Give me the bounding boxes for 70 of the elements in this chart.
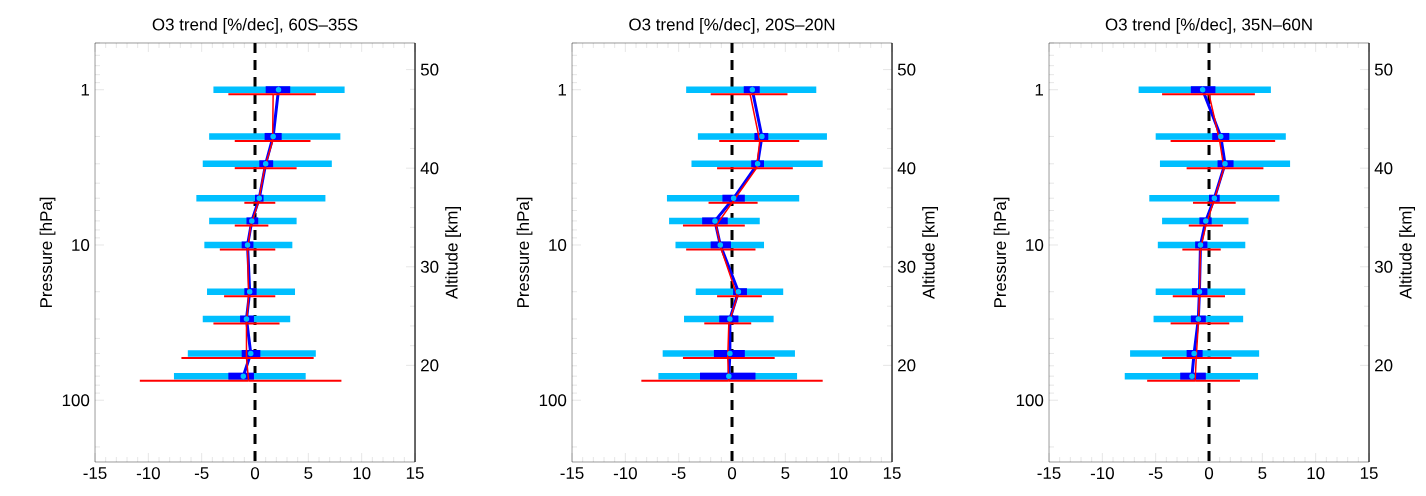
point bbox=[712, 218, 718, 224]
chart-title: O3 trend [%/dec], 60S–35S bbox=[152, 18, 358, 34]
y2-tick-label: 50 bbox=[897, 63, 916, 76]
x-tick-label: 0 bbox=[1204, 467, 1214, 480]
y-tick-label: 10 bbox=[1026, 238, 1044, 251]
point bbox=[1222, 161, 1228, 167]
x-tick-label: 15 bbox=[406, 467, 424, 479]
y-tick-label: 1 bbox=[1035, 83, 1044, 96]
x-tick-label: -15 bbox=[83, 467, 107, 479]
point bbox=[726, 373, 732, 379]
y2-tick-label: 50 bbox=[1374, 63, 1393, 76]
x-tick-label: 15 bbox=[883, 467, 901, 479]
x-tick-label: -10 bbox=[1090, 467, 1114, 480]
x-tick-label: -5 bbox=[1148, 467, 1163, 479]
x-tick-label: -10 bbox=[136, 467, 160, 480]
point bbox=[1191, 350, 1197, 357]
y2-tick-label: 30 bbox=[420, 260, 439, 273]
chart-title: O3 trend [%/dec], 20S–20N bbox=[629, 18, 835, 34]
y2-tick-label: 40 bbox=[1374, 162, 1393, 175]
y2-tick-label: 30 bbox=[1374, 260, 1393, 273]
x-tick-label: 0 bbox=[727, 467, 737, 480]
x-tick-label: -15 bbox=[560, 467, 584, 479]
y-tick-label: 1 bbox=[81, 83, 90, 96]
y2-tick-label: 50 bbox=[420, 63, 439, 76]
x-tick-label: 10 bbox=[353, 467, 371, 480]
x-tick-label: 10 bbox=[830, 467, 848, 480]
x-tick-label: -10 bbox=[613, 467, 637, 480]
point bbox=[1195, 316, 1202, 322]
point bbox=[749, 86, 756, 93]
y2-tick-label: 40 bbox=[420, 162, 439, 175]
y2-tick-label: 20 bbox=[1375, 359, 1393, 372]
x-tick-label: 15 bbox=[1360, 467, 1378, 479]
point bbox=[730, 195, 737, 201]
y2-tick-label: 30 bbox=[897, 260, 916, 273]
x-tick-label: 5 bbox=[781, 467, 790, 479]
x-tick-label: -5 bbox=[194, 467, 209, 479]
y2-axis-title: Altitude [km] bbox=[922, 207, 938, 300]
point bbox=[1196, 288, 1203, 295]
y-tick-label: 100 bbox=[539, 394, 567, 407]
point bbox=[1199, 86, 1206, 93]
x-tick-label: 0 bbox=[250, 467, 260, 480]
point bbox=[248, 350, 254, 357]
point bbox=[240, 373, 247, 379]
y2-tick-label: 40 bbox=[897, 162, 916, 175]
y-axis-title: Pressure [hPa] bbox=[993, 197, 1010, 308]
x-tick-label: 10 bbox=[1307, 467, 1325, 480]
x-tick-label: 5 bbox=[1258, 467, 1267, 479]
y-axis-title: Pressure [hPa] bbox=[516, 197, 533, 308]
y-tick-label: 100 bbox=[62, 394, 90, 407]
y-tick-label: 10 bbox=[72, 238, 90, 251]
point bbox=[727, 316, 733, 322]
point bbox=[717, 242, 724, 248]
y-tick-label: 100 bbox=[1016, 394, 1044, 407]
point bbox=[759, 133, 765, 140]
point bbox=[1218, 133, 1224, 140]
y-tick-label: 10 bbox=[549, 238, 567, 251]
x-tick-label: -5 bbox=[671, 467, 686, 479]
point bbox=[270, 133, 276, 140]
y2-tick-label: 20 bbox=[421, 359, 439, 372]
point bbox=[275, 86, 282, 93]
y2-axis-title: Altitude [km] bbox=[1399, 207, 1415, 300]
x-tick-label: -15 bbox=[1037, 467, 1061, 479]
point bbox=[727, 350, 733, 357]
y-tick-label: 1 bbox=[558, 83, 567, 96]
y-axis-title: Pressure [hPa] bbox=[39, 197, 56, 308]
y2-axis-title: Altitude [km] bbox=[445, 207, 461, 300]
y2-tick-label: 20 bbox=[898, 359, 916, 372]
chart-title: O3 trend [%/dec], 35N–60N bbox=[1105, 18, 1312, 34]
x-tick-label: 5 bbox=[304, 467, 313, 479]
point bbox=[1189, 373, 1195, 379]
